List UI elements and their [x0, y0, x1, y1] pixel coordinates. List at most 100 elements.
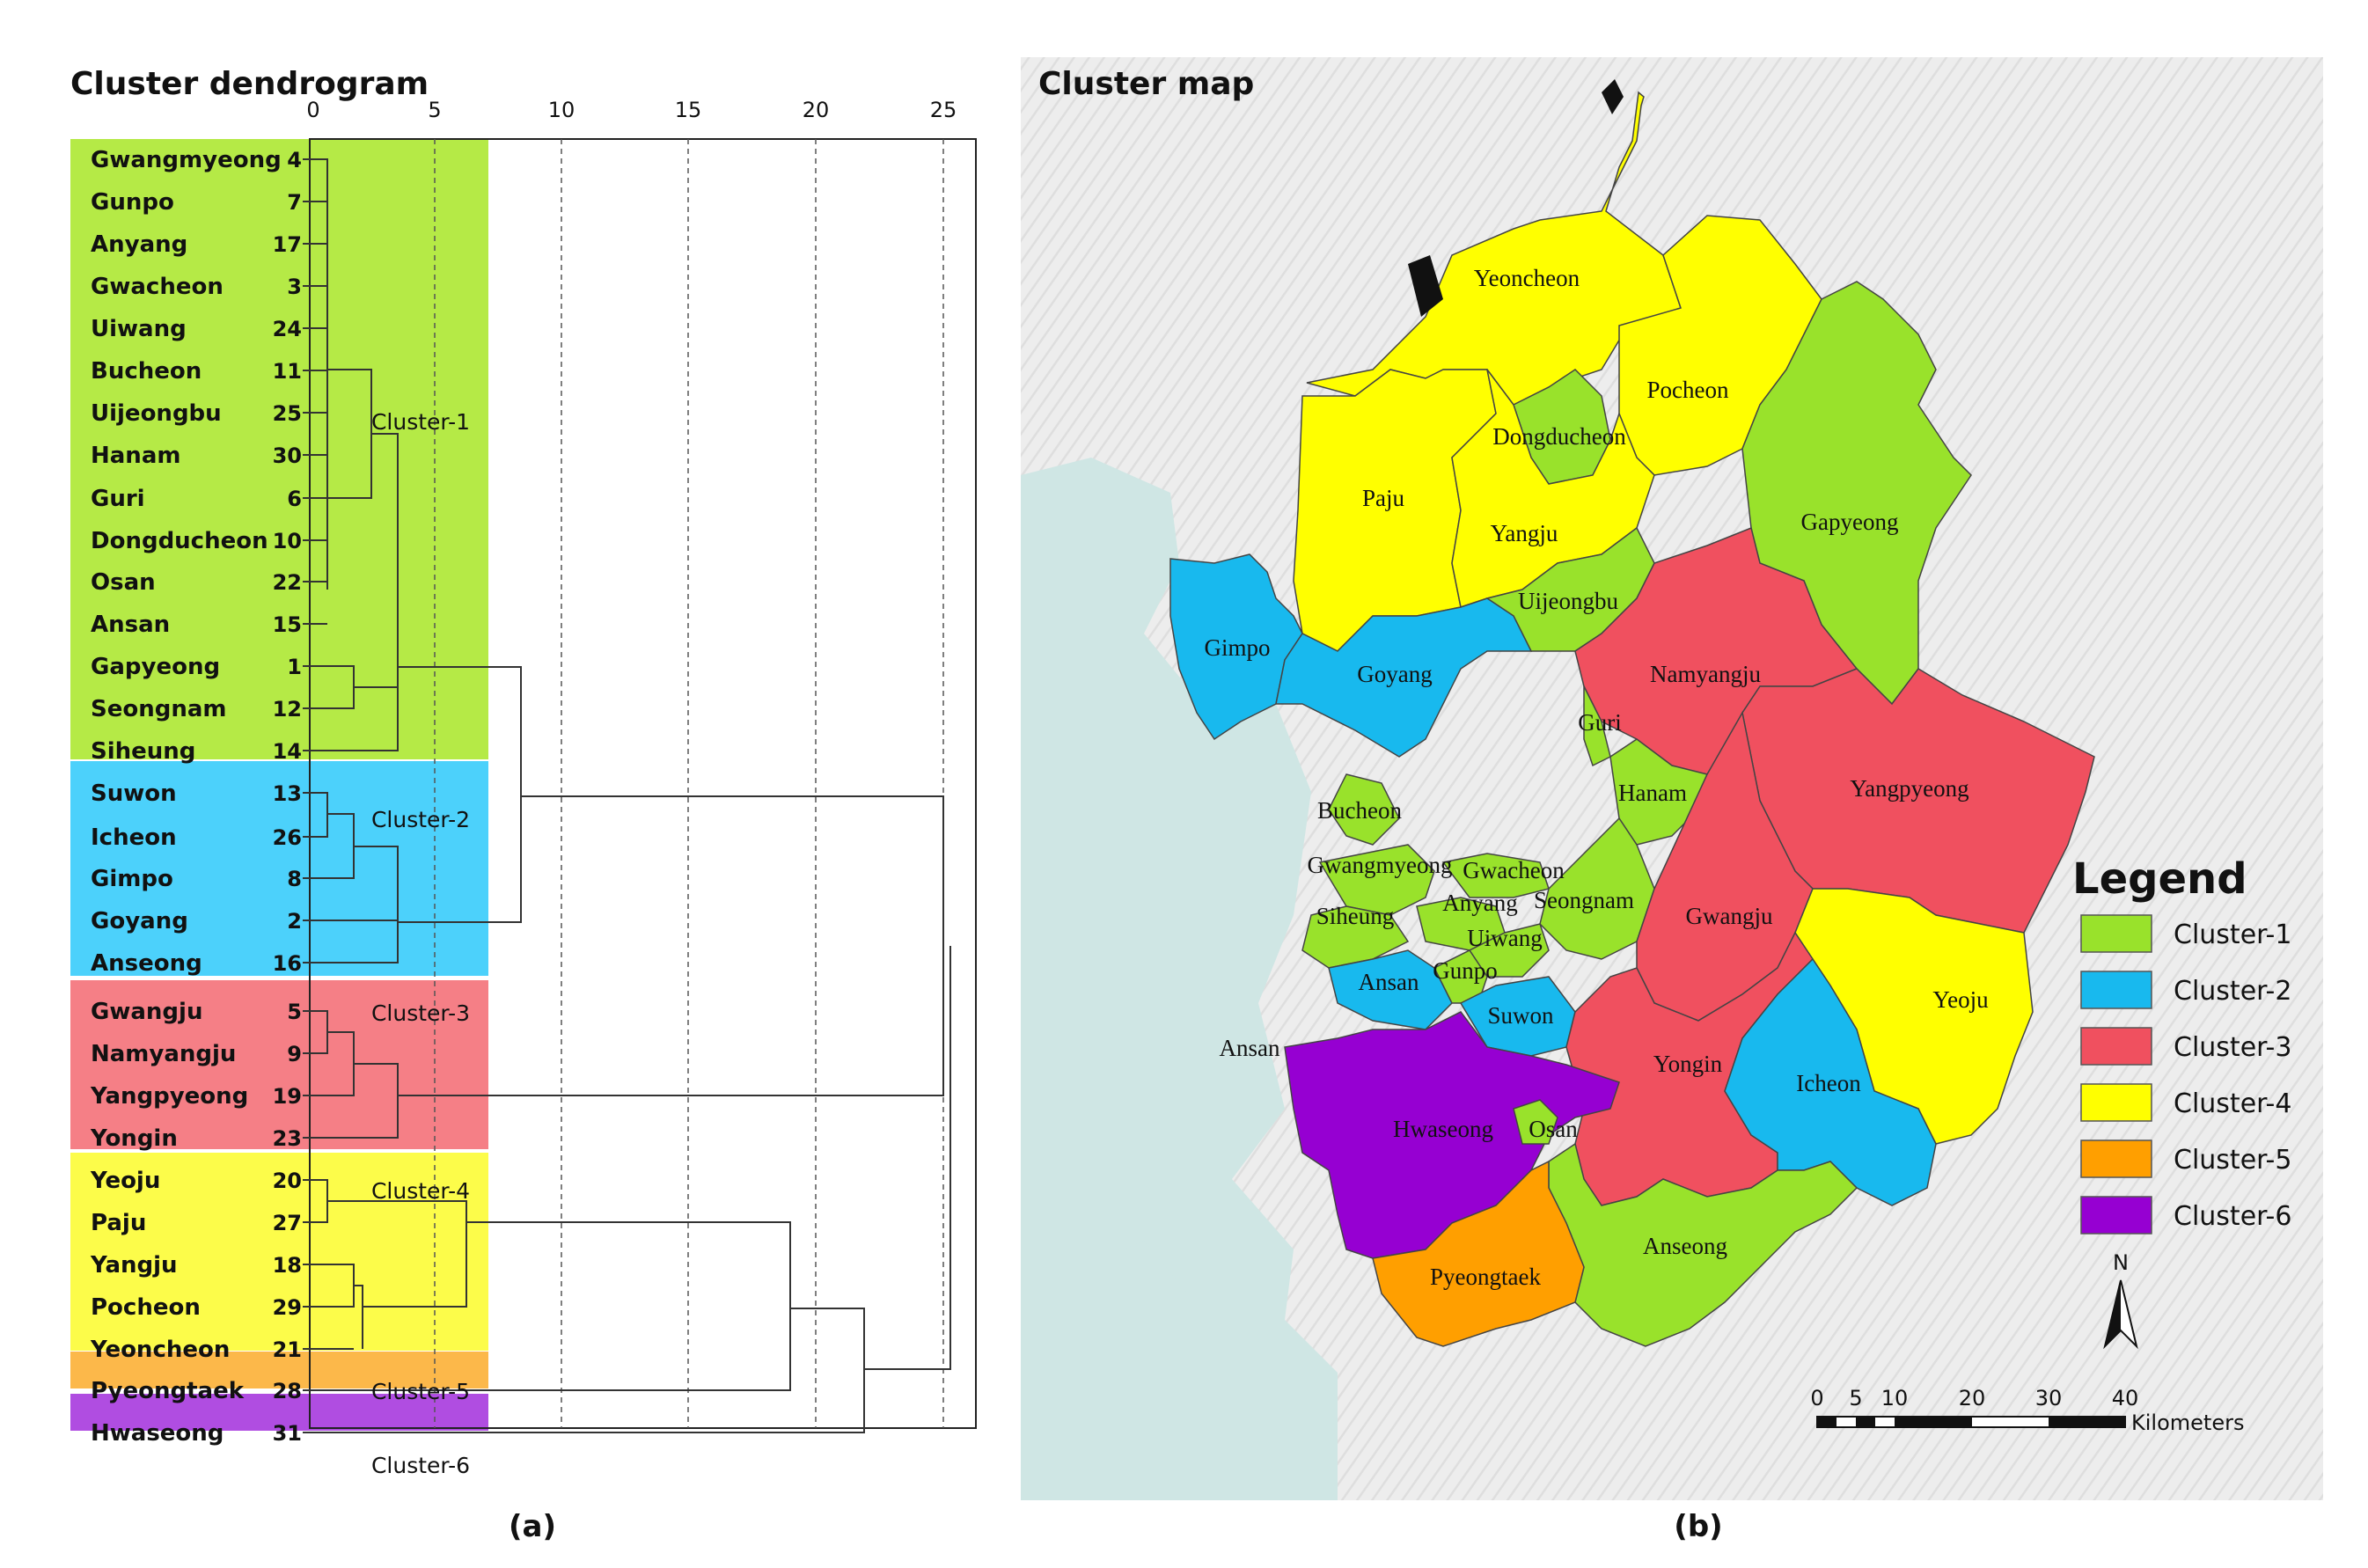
- map-labels: Yeoncheon Pocheon Dongducheon Paju Yangj…: [1204, 265, 1989, 1290]
- map-label: Pyeongtaek: [1430, 1264, 1541, 1290]
- cluster-5-band: [70, 1352, 488, 1388]
- scale-tick: 0: [1810, 1386, 1823, 1410]
- cluster-label-3: Cluster-3: [371, 1000, 470, 1026]
- leaf-label: Gunpo: [91, 189, 174, 216]
- leaf-label: Dongducheon: [91, 528, 268, 554]
- cluster-label-2: Cluster-2: [371, 807, 470, 832]
- region-osan: [1513, 1099, 1558, 1145]
- dendro-link-c1c2: [398, 666, 522, 923]
- leaf-label: Anyang: [91, 231, 187, 258]
- leaf-number: 22: [273, 570, 302, 595]
- sea: [1021, 458, 1338, 1500]
- leaf-label: Suwon: [91, 780, 177, 807]
- legend-label-cluster-6: Cluster-6: [2174, 1201, 2291, 1232]
- leaf-label: Yeoncheon: [90, 1337, 230, 1363]
- scale-tick: 20: [1959, 1386, 1986, 1410]
- leaf-number: 23: [273, 1126, 302, 1151]
- scale-tick: 30: [2035, 1386, 2063, 1410]
- leaf-label: Guri: [91, 486, 145, 512]
- axis-tick: 0: [306, 98, 319, 122]
- map-label: Gwangmyeong: [1308, 852, 1453, 878]
- region-guri: [1583, 685, 1611, 767]
- cluster-6-band: [70, 1394, 488, 1431]
- map-label: Gapyeong: [1801, 509, 1899, 535]
- legend-swatch-cluster-6: [2080, 1196, 2152, 1235]
- map-label: Namyangju: [1650, 661, 1761, 687]
- map-label: Anseong: [1643, 1233, 1727, 1259]
- leaf-number: 9: [287, 1042, 302, 1066]
- map-label: Gimpo: [1204, 634, 1270, 661]
- leaf-label: Gwangmyeong: [91, 147, 282, 173]
- leaf-number: 30: [273, 443, 302, 468]
- map-label: Dongducheon: [1492, 423, 1626, 450]
- map-label: Pocheon: [1647, 377, 1729, 403]
- dendrogram-axis: 0 5 10 15 20 25: [306, 98, 957, 1428]
- dendro-link-c45: [303, 1221, 791, 1391]
- leaf-number: 8: [287, 867, 302, 891]
- dendrogram-links: [303, 158, 951, 1433]
- map-label: Icheon: [1796, 1070, 1861, 1096]
- leaf-label: Gwacheon: [91, 274, 224, 300]
- legend-label-cluster-4: Cluster-4: [2174, 1088, 2291, 1119]
- leaf-label: Uijeongbu: [91, 400, 222, 427]
- leaf-label: Gapyeong: [91, 654, 220, 680]
- map-label: Yeoju: [1932, 986, 1989, 1013]
- map-label: Gwangju: [1686, 903, 1773, 929]
- leaf-number: 1: [287, 655, 302, 679]
- map-legend: Legend Cluster-1 Cluster-2 Cluster-3 Clu…: [2072, 854, 2291, 1235]
- map-label: Ansan: [1359, 969, 1419, 995]
- leaf-number: 15: [273, 612, 302, 637]
- cluster-bands: [70, 139, 488, 1431]
- leaf-number: 7: [287, 190, 302, 215]
- leaf-number: 31: [273, 1421, 302, 1446]
- leaf-number: 16: [273, 951, 302, 976]
- leaf-label: Seongnam: [91, 696, 227, 722]
- leaf-number: 13: [273, 781, 302, 806]
- legend-swatch-cluster-4: [2080, 1083, 2152, 1122]
- axis-tick: 10: [548, 98, 576, 122]
- map-label: Uijeongbu: [1518, 588, 1618, 614]
- leaf-number: 28: [273, 1379, 302, 1403]
- scale-tick: 10: [1881, 1386, 1909, 1410]
- map-label: Gunpo: [1433, 957, 1498, 984]
- legend-swatch-cluster-2: [2080, 971, 2152, 1009]
- north-label: N: [2113, 1250, 2129, 1275]
- cluster-label-4: Cluster-4: [371, 1178, 470, 1204]
- leaf-number: 10: [273, 529, 302, 553]
- north-arrow-icon: N: [2103, 1250, 2138, 1350]
- cluster-3-band: [70, 980, 488, 1149]
- legend-swatch-cluster-5: [2080, 1139, 2152, 1178]
- sea-inlet: [1082, 1241, 1188, 1337]
- map-label: Hwaseong: [1393, 1116, 1493, 1142]
- leaf-number: 2: [287, 909, 302, 934]
- leaf-label: Hanam: [91, 443, 180, 469]
- axis-tick: 15: [675, 98, 702, 122]
- legend-swatch-cluster-3: [2080, 1027, 2152, 1066]
- region-icheon: [1724, 957, 1937, 1206]
- map-label: Goyang: [1357, 661, 1432, 687]
- leaf-number: 14: [273, 739, 302, 764]
- axis-tick: 5: [428, 98, 441, 122]
- leaf-label: Yeoju: [90, 1168, 160, 1194]
- leaf-label: Yangju: [90, 1252, 178, 1279]
- caption-b: (b): [1674, 1509, 1722, 1544]
- leaf-number: 18: [273, 1253, 302, 1278]
- cluster-label-6: Cluster-6: [371, 1453, 470, 1478]
- legend-label-cluster-1: Cluster-1: [2174, 920, 2291, 950]
- region-pyeongtaek: [1372, 1160, 1585, 1347]
- leaf-number: 25: [273, 401, 302, 426]
- map-label: Guri: [1578, 709, 1622, 736]
- cluster-2-band: [70, 761, 488, 976]
- leaf-label: Siheung: [91, 738, 195, 765]
- leaf-number: 3: [287, 275, 302, 299]
- leaf-number: 4: [287, 148, 302, 172]
- leaf-label: Gwangju: [91, 999, 202, 1025]
- leaf-number: 21: [273, 1337, 302, 1362]
- dendrogram-panel: Cluster dendrogram 0 5 10 15 20 25: [70, 66, 977, 1544]
- cluster-4-band: [70, 1153, 488, 1351]
- map-label: Ansan: [1220, 1035, 1280, 1061]
- map-label: Seongnam: [1534, 887, 1634, 913]
- cluster-label-1: Cluster-1: [371, 409, 470, 435]
- map-label: Paju: [1362, 485, 1405, 511]
- map-label: Yangpyeong: [1850, 775, 1968, 802]
